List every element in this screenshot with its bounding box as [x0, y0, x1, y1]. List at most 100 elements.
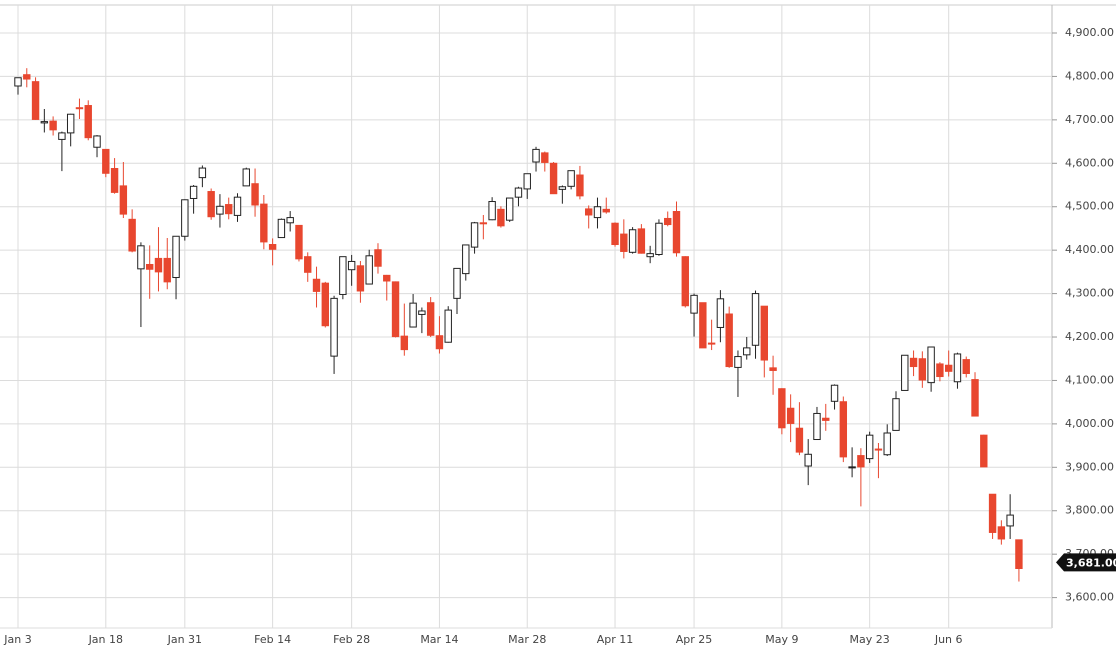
y-tick-label: 4,000.00	[1065, 417, 1114, 430]
candle-body	[426, 302, 435, 336]
candle-body	[40, 121, 49, 124]
y-tick-label: 4,400.00	[1065, 243, 1114, 256]
y-tick-label: 4,300.00	[1065, 287, 1114, 300]
candle-body	[690, 294, 698, 314]
candle-body	[699, 302, 707, 349]
candle-body	[918, 358, 927, 381]
last-price-label: 3,681.00	[1066, 556, 1116, 569]
candle-body	[233, 196, 242, 216]
candle-body	[198, 167, 207, 179]
candle-body	[909, 357, 918, 368]
candle-body	[611, 222, 619, 246]
candle-body	[532, 148, 540, 163]
candle-body	[225, 204, 233, 215]
candle-body	[743, 347, 751, 356]
candle-body	[356, 265, 365, 292]
candle-body	[304, 256, 312, 273]
candle-body	[857, 455, 865, 468]
x-tick-label: Jun 6	[934, 633, 963, 646]
candle-body	[707, 342, 716, 345]
candle-body	[637, 228, 646, 254]
candle-body	[58, 132, 66, 140]
candle-body	[400, 335, 409, 351]
y-tick-label: 3,900.00	[1065, 460, 1114, 473]
candle-body	[822, 417, 830, 421]
x-tick-label: Apr 11	[597, 633, 634, 646]
candle-body	[497, 208, 505, 227]
candle-body	[146, 263, 154, 270]
candle-body	[31, 81, 40, 120]
x-tick-label: May 23	[850, 633, 890, 646]
candle-body	[391, 281, 400, 338]
candle-body	[102, 148, 110, 174]
candle-body	[769, 367, 777, 371]
candle-body	[462, 244, 470, 275]
candle-body	[66, 113, 75, 134]
candle-body	[365, 255, 373, 285]
candle-body	[23, 74, 31, 80]
candle-body	[760, 305, 768, 361]
x-tick-label: Jan 31	[167, 633, 202, 646]
candle-body	[567, 170, 575, 187]
candle-body	[268, 244, 277, 250]
candle-body	[734, 356, 742, 368]
x-tick-label: Jan 3	[3, 633, 31, 646]
candle-body	[479, 222, 488, 225]
candle-body	[14, 77, 22, 87]
y-tick-label: 4,200.00	[1065, 330, 1114, 343]
y-tick-label: 4,700.00	[1065, 113, 1114, 126]
candle-body	[795, 427, 804, 453]
candle-body	[260, 203, 268, 243]
candle-body	[418, 310, 426, 315]
candle-body	[286, 217, 294, 224]
candle-body	[1015, 539, 1023, 570]
candle-body	[813, 412, 821, 441]
candle-body	[962, 359, 970, 374]
candle-body	[453, 267, 461, 299]
candle-body	[514, 187, 523, 198]
candle-body	[189, 185, 198, 199]
candle-body	[242, 168, 250, 187]
candle-body	[927, 346, 935, 384]
candle-body	[339, 256, 347, 295]
candle-body	[154, 257, 163, 273]
candle-body	[163, 257, 171, 283]
candle-body	[321, 282, 330, 327]
x-tick-label: Mar 14	[420, 633, 458, 646]
candle-body	[444, 309, 452, 343]
candle-body	[374, 249, 382, 267]
candle-body	[1006, 514, 1014, 527]
candle-body	[277, 218, 286, 239]
candle-body	[128, 218, 136, 252]
x-tick-label: Apr 25	[676, 633, 713, 646]
candle-body	[549, 162, 558, 195]
candle-body	[216, 205, 224, 215]
candle-body	[435, 335, 444, 350]
candle-body	[725, 313, 733, 368]
candle-body	[93, 135, 101, 148]
candle-body	[865, 434, 874, 460]
candle-body	[251, 183, 259, 206]
candle-body	[804, 453, 812, 467]
y-tick-label: 3,800.00	[1065, 504, 1114, 517]
candle-body	[505, 197, 514, 221]
candle-body	[664, 217, 672, 226]
candle-body	[541, 152, 549, 163]
x-tick-label: May 9	[765, 633, 798, 646]
candle-body	[119, 185, 128, 215]
candle-body	[646, 253, 654, 258]
candle-body	[383, 274, 391, 282]
candle-body	[295, 224, 303, 260]
candle-body	[751, 293, 760, 346]
candle-body	[470, 222, 479, 248]
candle-body	[971, 379, 979, 417]
candle-body	[892, 398, 900, 431]
candle-body	[997, 526, 1006, 540]
candle-body	[980, 434, 988, 468]
candle-body	[523, 173, 531, 190]
y-tick-label: 4,500.00	[1065, 200, 1114, 213]
candle-body	[839, 401, 848, 458]
candle-body	[944, 364, 953, 372]
